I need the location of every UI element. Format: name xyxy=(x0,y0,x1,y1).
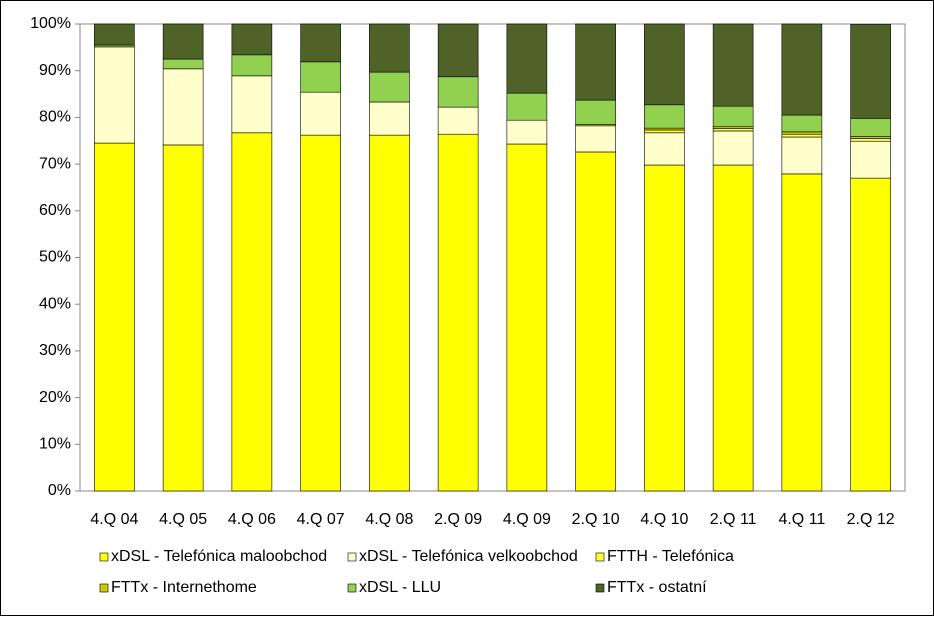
y-tick-label: 50% xyxy=(39,249,71,266)
y-tick-label: 30% xyxy=(39,342,71,359)
legend-swatch xyxy=(347,583,357,593)
x-tick-label: 4.Q 11 xyxy=(778,511,825,528)
x-tick-label: 2.Q 10 xyxy=(572,511,620,528)
y-tick-label: 60% xyxy=(39,202,71,219)
bar-segment xyxy=(575,125,616,153)
bar-segment xyxy=(300,61,341,93)
y-tick-label: 70% xyxy=(39,155,71,172)
legend-swatch xyxy=(99,552,109,562)
bar-segment xyxy=(162,23,204,60)
bar-segment xyxy=(644,23,685,106)
bar-segment xyxy=(712,128,754,132)
bar-segment xyxy=(231,132,273,492)
x-tick-label: 4.Q 09 xyxy=(503,511,551,528)
bar-segment xyxy=(850,118,891,137)
legend-label: FTTx - ostatní xyxy=(607,579,707,596)
bar-segment xyxy=(781,131,823,135)
bar-segment xyxy=(575,99,616,125)
bar-segment xyxy=(231,23,273,56)
legend-swatch xyxy=(595,583,605,593)
bar-segment xyxy=(369,134,410,492)
bar-segment xyxy=(94,142,135,492)
y-tick-label: 100% xyxy=(30,15,71,32)
bar-segment xyxy=(231,75,273,134)
bar-segment xyxy=(369,101,410,136)
bar-segment xyxy=(162,144,204,492)
bar-segment xyxy=(781,173,823,492)
legend-label: FTTx - Internethome xyxy=(111,579,257,596)
x-tick-label: 2.Q 12 xyxy=(847,511,895,528)
legend-swatch xyxy=(595,552,605,562)
bar-segment xyxy=(506,23,548,94)
bar-segment xyxy=(437,23,479,78)
bar-segment xyxy=(162,68,204,146)
y-tick-label: 20% xyxy=(39,389,71,406)
y-tick-label: 0% xyxy=(48,482,71,499)
bar-segment xyxy=(850,140,891,179)
bar-segment xyxy=(712,164,754,492)
x-tick-label: 2.Q 09 xyxy=(434,511,482,528)
bar-segment xyxy=(781,136,823,175)
bar-segment xyxy=(437,76,479,108)
bar-segment xyxy=(231,54,273,77)
bar-segment xyxy=(644,164,685,492)
y-tick-label: 90% xyxy=(39,62,71,79)
legend-swatch xyxy=(99,583,109,593)
legend-label: xDSL - Telefónica maloobchod xyxy=(111,548,327,565)
bar-segment xyxy=(712,105,754,128)
bar-segment xyxy=(94,46,135,144)
legend-swatch xyxy=(347,552,357,562)
y-tick-label: 40% xyxy=(39,295,71,312)
x-tick-label: 4.Q 10 xyxy=(640,511,688,528)
bar-segment xyxy=(850,24,891,119)
bar-segment xyxy=(781,23,823,116)
y-tick-label: 10% xyxy=(39,436,71,453)
bar-segment xyxy=(94,23,135,46)
bar-segment xyxy=(369,23,410,73)
bar-segment xyxy=(850,177,891,492)
bar-segment xyxy=(781,133,823,138)
bar-segment xyxy=(437,106,479,135)
x-tick-label: 4.Q 06 xyxy=(228,511,276,528)
bar-segment xyxy=(506,92,548,121)
bar-segment xyxy=(369,71,410,103)
bar-segment xyxy=(712,23,754,107)
bar-segment xyxy=(300,134,341,492)
legend-label: xDSL - LLU xyxy=(359,579,441,596)
bar-segment xyxy=(712,130,754,166)
x-tick-label: 4.Q 05 xyxy=(159,511,207,528)
bar-segment xyxy=(300,91,341,136)
bar-segment xyxy=(644,104,685,129)
bar-segment xyxy=(300,23,341,63)
y-tick-label: 80% xyxy=(39,109,71,126)
legend-label: xDSL - Telefónica velkoobchod xyxy=(359,548,578,565)
x-tick-label: 4.Q 08 xyxy=(365,511,413,528)
bar-segment xyxy=(506,143,548,492)
bar-segment xyxy=(644,132,685,166)
x-tick-label: 4.Q 04 xyxy=(90,511,138,528)
bar-segment xyxy=(506,119,548,145)
bar-segment xyxy=(162,58,204,70)
bar-segment xyxy=(575,23,616,101)
bar-segment xyxy=(850,138,891,142)
x-tick-label: 2.Q 11 xyxy=(710,511,757,528)
bar-segment xyxy=(781,114,823,133)
x-tick-label: 4.Q 07 xyxy=(297,511,345,528)
bar-segment xyxy=(644,129,685,134)
bar-segment xyxy=(437,133,479,492)
bar-segment xyxy=(575,151,616,492)
legend-label: FTTH - Telefónica xyxy=(607,548,734,565)
